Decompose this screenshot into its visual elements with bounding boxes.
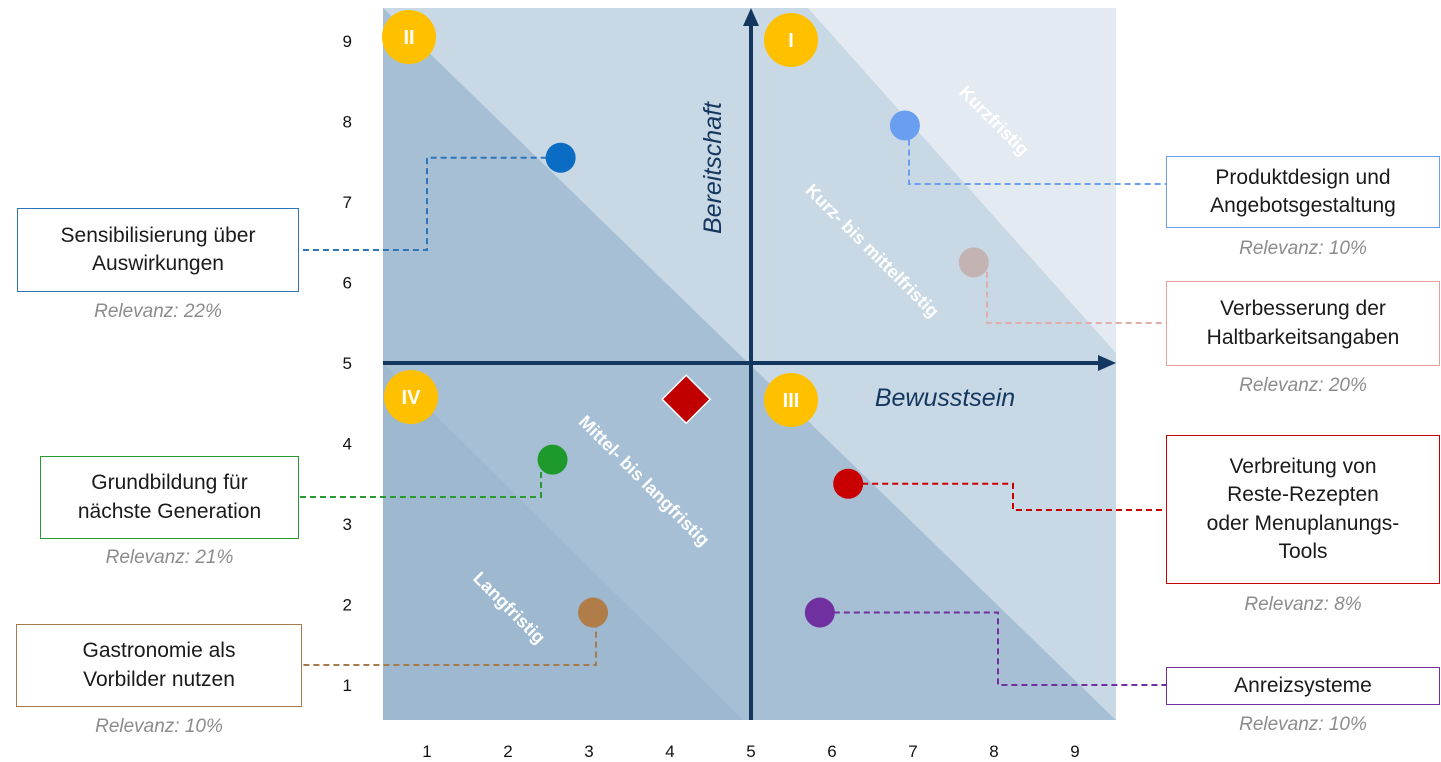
label-box-haltbarkeit: Verbesserung der Haltbarkeitsangaben <box>1166 281 1440 366</box>
data-point-2 <box>958 247 989 278</box>
relevance-anreizsysteme: Relevanz: 10% <box>1239 714 1367 735</box>
y-tick-3: 3 <box>343 515 352 534</box>
x-tick-2: 2 <box>503 742 512 761</box>
quadrant-label-III: III <box>783 390 800 412</box>
data-point-0 <box>889 110 920 141</box>
y-tick-8: 8 <box>343 113 352 132</box>
relevance-sensibilisierung: Relevanz: 22% <box>94 301 222 322</box>
quadrant-label-I: I <box>788 30 794 52</box>
quadrant-label-II: II <box>403 27 414 49</box>
center-diamond-marker <box>661 374 712 425</box>
quadrant-badge-IV <box>384 370 438 424</box>
relevance-produktdesign: Relevanz: 10% <box>1239 238 1367 259</box>
x-axis-arrow <box>1098 355 1116 371</box>
data-point-5 <box>578 597 609 628</box>
zone-bottom-corner <box>383 363 743 720</box>
x-tick-9: 9 <box>1070 742 1079 761</box>
quadrant-badge-II <box>382 10 436 64</box>
x-tick-8: 8 <box>989 742 998 761</box>
y-tick-6: 6 <box>343 274 352 293</box>
x-axis-title: Bewusstsein <box>875 384 1015 412</box>
x-tick-3: 3 <box>584 742 593 761</box>
data-point-1 <box>545 142 576 173</box>
label-box-produktdesign: Produktdesign und Angebotsgestaltung <box>1166 156 1440 228</box>
relevance-gastronomie: Relevanz: 10% <box>95 716 223 737</box>
y-tick-5: 5 <box>343 354 352 373</box>
tick-labels: 1 2 3 4 5 6 7 8 9 1 2 3 4 5 6 7 8 9 <box>343 32 1080 761</box>
data-point-3 <box>537 444 568 475</box>
quadrant-badge-III <box>764 373 818 427</box>
quadrant-badge-I <box>764 13 818 67</box>
x-tick-1: 1 <box>422 742 431 761</box>
data-point-4 <box>833 468 864 499</box>
x-tick-7: 7 <box>908 742 917 761</box>
x-tick-5: 5 <box>746 742 755 761</box>
connector-4 <box>862 482 1166 511</box>
x-tick-4: 4 <box>665 742 674 761</box>
y-axis-title: Bereitschaft <box>699 101 727 234</box>
y-tick-1: 1 <box>343 676 352 695</box>
connector-6 <box>833 611 1166 686</box>
y-axis-arrow <box>743 8 759 26</box>
label-box-sensibilisierung: Sensibilisierung über Auswirkungen <box>17 208 299 292</box>
label-box-grundbildung: Grundbildung für nächste Generation <box>40 456 299 539</box>
y-tick-2: 2 <box>343 596 352 615</box>
label-box-reste-rezepte: Verbreitung von Reste-Rezepten oder Menu… <box>1166 435 1440 584</box>
quadrant-label-IV: IV <box>402 387 422 409</box>
y-tick-4: 4 <box>343 435 352 454</box>
relevance-reste-rezepte: Relevanz: 8% <box>1244 594 1362 615</box>
relevance-grundbildung: Relevanz: 21% <box>105 547 234 568</box>
data-points <box>537 110 989 628</box>
relevance-haltbarkeit: Relevanz: 20% <box>1239 375 1367 396</box>
y-tick-9: 9 <box>343 32 352 51</box>
x-tick-6: 6 <box>827 742 836 761</box>
label-box-gastronomie: Gastronomie als Vorbilder nutzen <box>16 624 302 707</box>
connector-1 <box>299 156 547 251</box>
data-point-6 <box>804 597 835 628</box>
y-tick-7: 7 <box>343 193 352 212</box>
axes: Bewusstsein Bereitschaft <box>383 8 1116 720</box>
label-box-anreizsysteme: Anreizsysteme <box>1166 667 1440 705</box>
